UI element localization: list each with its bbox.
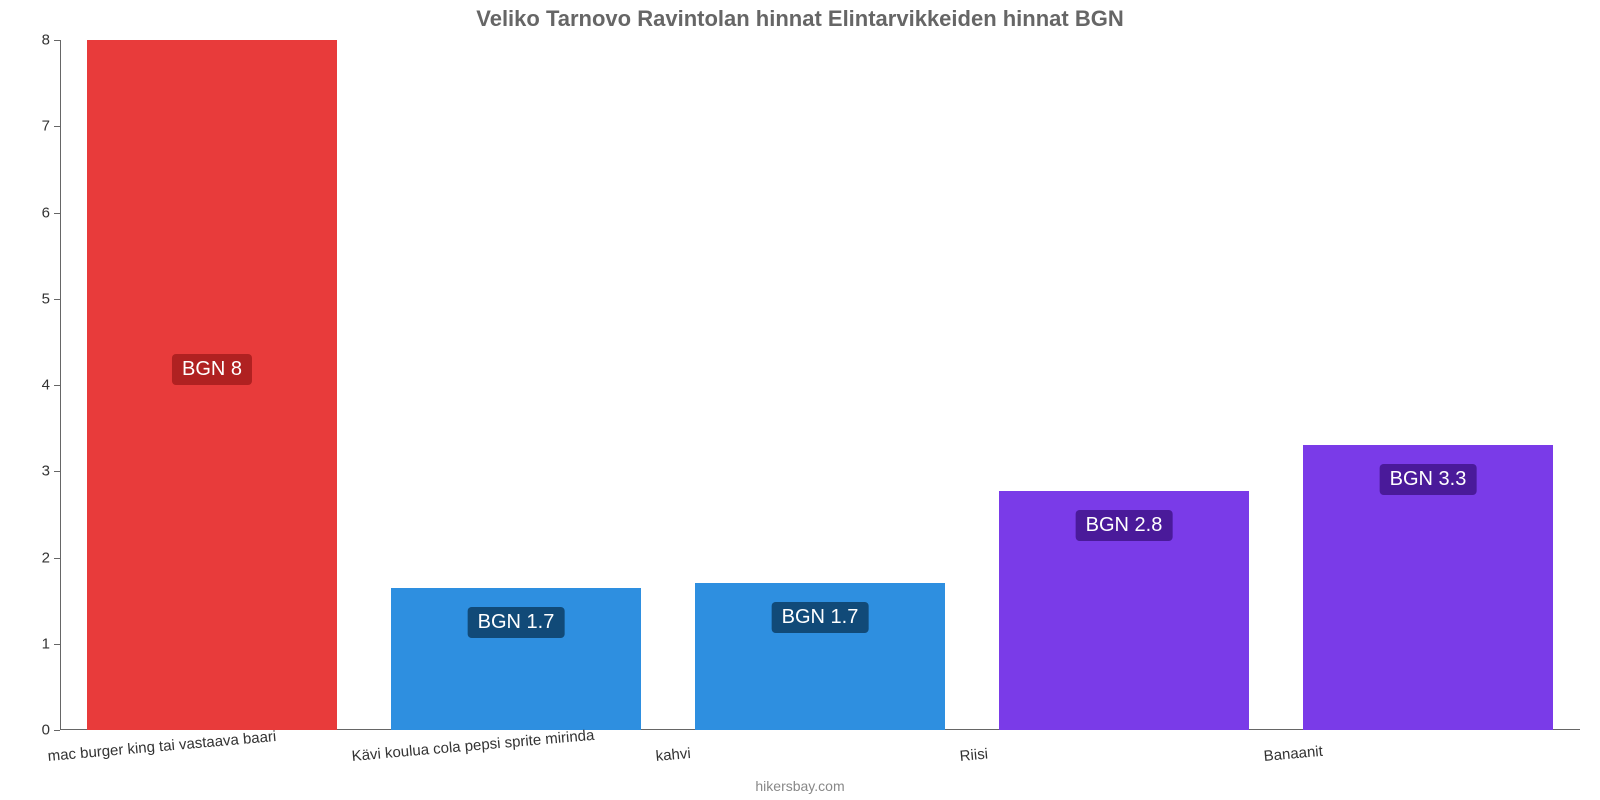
bar-value-label: BGN 1.7 — [772, 602, 869, 633]
y-tick-label: 5 — [42, 290, 50, 307]
y-tick — [54, 558, 60, 559]
bar-value-label: BGN 2.8 — [1076, 510, 1173, 541]
x-category-label: Riisi — [959, 746, 989, 765]
bar-value-label: BGN 3.3 — [1380, 464, 1477, 495]
bar — [87, 40, 336, 730]
y-tick — [54, 644, 60, 645]
y-tick-label: 2 — [42, 549, 50, 566]
y-tick — [54, 299, 60, 300]
x-category-label: Kävi koulua cola pepsi sprite mirinda — [351, 727, 595, 765]
y-axis — [60, 40, 61, 730]
x-category-label: Banaanit — [1263, 743, 1323, 765]
y-tick-label: 8 — [42, 32, 50, 49]
attribution: hikersbay.com — [0, 778, 1600, 794]
y-tick — [54, 126, 60, 127]
y-tick — [54, 40, 60, 41]
y-tick-label: 3 — [42, 463, 50, 480]
y-tick-label: 7 — [42, 118, 50, 135]
x-category-label: mac burger king tai vastaava baari — [47, 728, 277, 765]
y-tick — [54, 730, 60, 731]
x-category-label: kahvi — [655, 745, 691, 765]
plot-area: 012345678 BGN 8BGN 1.7BGN 1.7BGN 2.8BGN … — [60, 40, 1580, 730]
y-tick — [54, 385, 60, 386]
y-tick — [54, 213, 60, 214]
y-tick-label: 4 — [42, 377, 50, 394]
y-tick-label: 6 — [42, 204, 50, 221]
y-tick-label: 0 — [42, 722, 50, 739]
y-tick-label: 1 — [42, 635, 50, 652]
y-tick — [54, 471, 60, 472]
chart-title: Veliko Tarnovo Ravintolan hinnat Elintar… — [0, 6, 1600, 32]
bar-value-label: BGN 8 — [172, 354, 252, 385]
bar-value-label: BGN 1.7 — [468, 607, 565, 638]
